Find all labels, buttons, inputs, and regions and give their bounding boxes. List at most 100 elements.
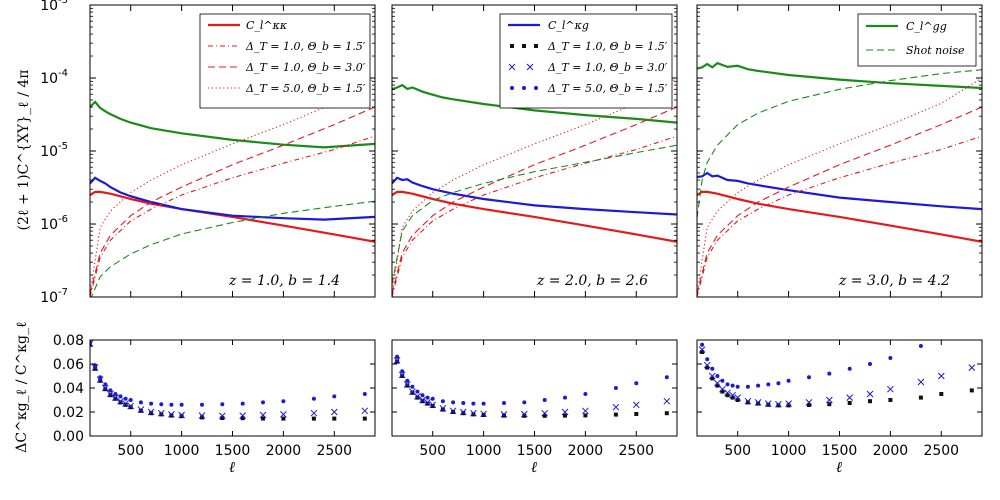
legend-label: Δ_T = 5.0, Θ_b = 1.5′ [547, 82, 668, 95]
legend-frame [199, 13, 371, 109]
data-point [720, 378, 725, 383]
data-point [108, 393, 113, 398]
data-point [710, 366, 715, 371]
data-point [281, 399, 286, 404]
data-point [330, 408, 338, 416]
legend-label: Shot noise [906, 44, 965, 57]
data-point [888, 398, 893, 402]
series-line [392, 176, 677, 216]
data-point [663, 397, 671, 405]
data-point [807, 403, 811, 407]
axes-frame [391, 339, 678, 437]
x-tick-label: 1000 [164, 443, 200, 459]
data-point [420, 399, 425, 404]
data-point [403, 381, 411, 388]
data-point [735, 384, 740, 389]
data-point [137, 406, 145, 413]
data-point [415, 395, 420, 400]
data-point [362, 416, 367, 421]
data-point [705, 357, 710, 362]
data-point [724, 389, 731, 397]
data-point [918, 344, 923, 348]
series-line [392, 83, 677, 124]
data-point [846, 394, 854, 401]
series-line [392, 190, 677, 243]
data-point [582, 407, 589, 415]
data-point [827, 402, 832, 407]
data-point [420, 393, 425, 398]
data-point [710, 376, 715, 381]
data-point [439, 405, 447, 412]
data-point [425, 395, 430, 400]
data-point [735, 398, 740, 402]
data-point [502, 401, 506, 405]
data-point [744, 397, 752, 405]
legend-label: Δ_T = 1.0, Θ_b = 3.0′ [245, 61, 366, 74]
series-line [697, 135, 982, 297]
data-point [868, 399, 872, 404]
data-point [451, 400, 456, 405]
data-point [389, 330, 395, 336]
data-point [708, 372, 716, 380]
axis-ticks: 0.00 0.02 0.04 0.06 0.08 500 1000 1500 2000 2500 [53, 333, 375, 459]
data-point [756, 383, 761, 388]
data-point [414, 393, 421, 400]
legend-marker [522, 86, 526, 90]
data-point [118, 394, 123, 399]
data-point [502, 413, 506, 418]
data-point [698, 346, 706, 353]
data-point [113, 392, 118, 396]
panel-top-1: 10-7 10-6 10-5 10-4 10-3 z = 1.0, b = 1.4 C_… [40, 0, 376, 306]
data-point [332, 416, 337, 421]
data-point [138, 400, 143, 405]
panel-bottom-2: 500 1000 1500 2000 2500 ℓ [389, 328, 678, 476]
data-point [500, 411, 508, 418]
x-tick-label: 1500 [822, 443, 858, 459]
series-line [90, 77, 375, 295]
legend-marker [534, 86, 538, 90]
data-point [705, 365, 710, 370]
data-point [745, 400, 750, 405]
data-point [613, 412, 618, 417]
data-point [424, 399, 431, 406]
x-tick-label: 1500 [517, 443, 553, 459]
data-point [725, 382, 730, 387]
data-point [766, 382, 771, 387]
data-point [734, 394, 742, 401]
data-point [118, 400, 123, 405]
series-line [90, 200, 375, 297]
legend-label: Δ_T = 1.0, Θ_b = 3.0′ [547, 61, 668, 74]
y-tick-label: 10-5 [40, 141, 68, 160]
data-point [390, 328, 394, 332]
data-point [98, 375, 103, 380]
data-point [866, 390, 874, 398]
axis-ticks: 500 1000 1500 2000 2500 [392, 339, 677, 459]
data-point [461, 411, 466, 416]
data-point [766, 402, 771, 407]
data-point [103, 382, 108, 387]
x-tick-label: 500 [117, 443, 144, 459]
data-point [785, 400, 792, 407]
data-point [149, 411, 154, 416]
data-point [847, 366, 852, 371]
legend-marker [534, 44, 538, 48]
x-tick-label: 2000 [568, 443, 604, 459]
x-tick-label: 500 [724, 443, 751, 459]
data-point [937, 372, 945, 380]
data-point [969, 388, 974, 393]
data-point [449, 407, 457, 415]
data-point [261, 400, 265, 405]
data-point [98, 378, 103, 383]
data-point [425, 401, 430, 406]
y-tick-label: 10-3 [40, 0, 68, 14]
series-line [697, 190, 982, 243]
legend: C_l^κκ Δ_T = 1.0, Θ_b = 1.5′ Δ_T = 1.0, Θ_… [199, 13, 371, 109]
data-point [280, 411, 287, 418]
series-line [392, 135, 677, 297]
data-point [157, 409, 165, 417]
data-point [169, 413, 174, 418]
data-point [481, 401, 486, 406]
data-point [522, 413, 527, 418]
